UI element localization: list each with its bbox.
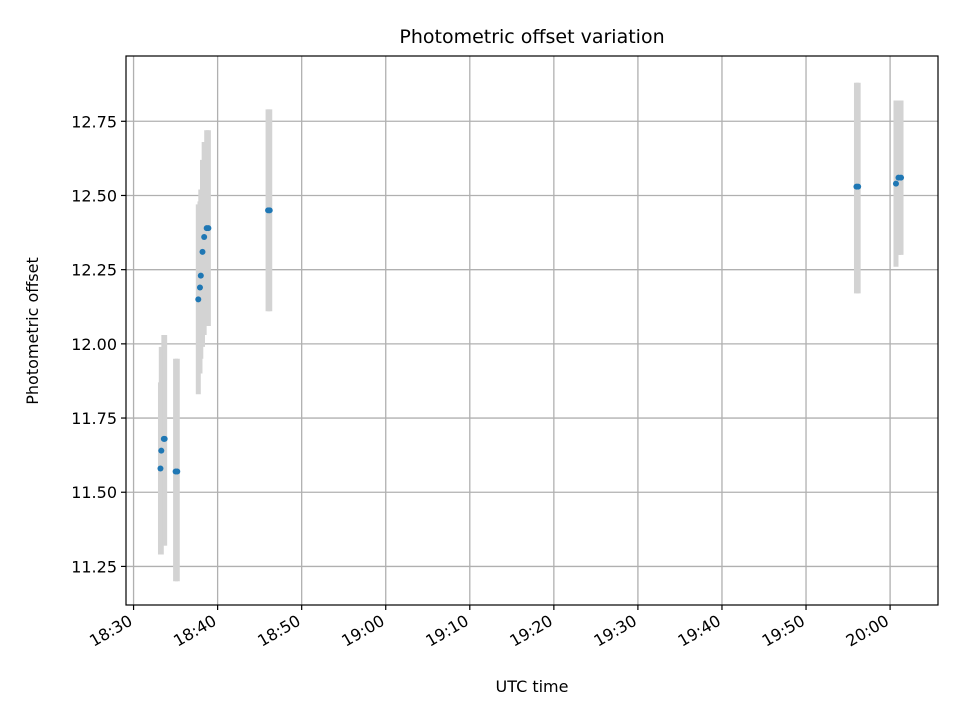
y-tick-label: 11.50	[71, 483, 117, 502]
y-tick-label: 12.75	[71, 112, 117, 131]
data-point	[197, 272, 204, 279]
data-point	[898, 174, 905, 181]
y-tick-label: 11.25	[71, 557, 117, 576]
y-axis-title: Photometric offset	[23, 257, 42, 405]
y-tick-label: 11.75	[71, 409, 117, 428]
data-point	[196, 284, 203, 291]
chart-title: Photometric offset variation	[399, 26, 664, 48]
data-point	[199, 248, 206, 255]
data-point	[174, 468, 181, 475]
grid	[126, 56, 938, 605]
data-point	[195, 296, 202, 303]
plot-area	[126, 56, 938, 605]
data-point	[161, 435, 168, 442]
y-tick-label: 12.25	[71, 261, 117, 280]
plot-frame	[125, 55, 939, 606]
data-point	[266, 207, 273, 214]
y-tick-label: 12.00	[71, 335, 117, 354]
data-point	[855, 183, 862, 190]
data-point	[157, 465, 164, 472]
x-axis-title: UTC time	[496, 677, 569, 696]
y-axis-ticks: 11.25 11.50 11.75 12.00 12.25 12.50 12.75	[71, 112, 126, 576]
data-point	[205, 225, 212, 232]
data-point	[158, 447, 165, 454]
data-point	[892, 180, 899, 187]
data-point	[201, 234, 208, 241]
data-points	[157, 174, 905, 475]
y-tick-label: 12.50	[71, 186, 117, 205]
